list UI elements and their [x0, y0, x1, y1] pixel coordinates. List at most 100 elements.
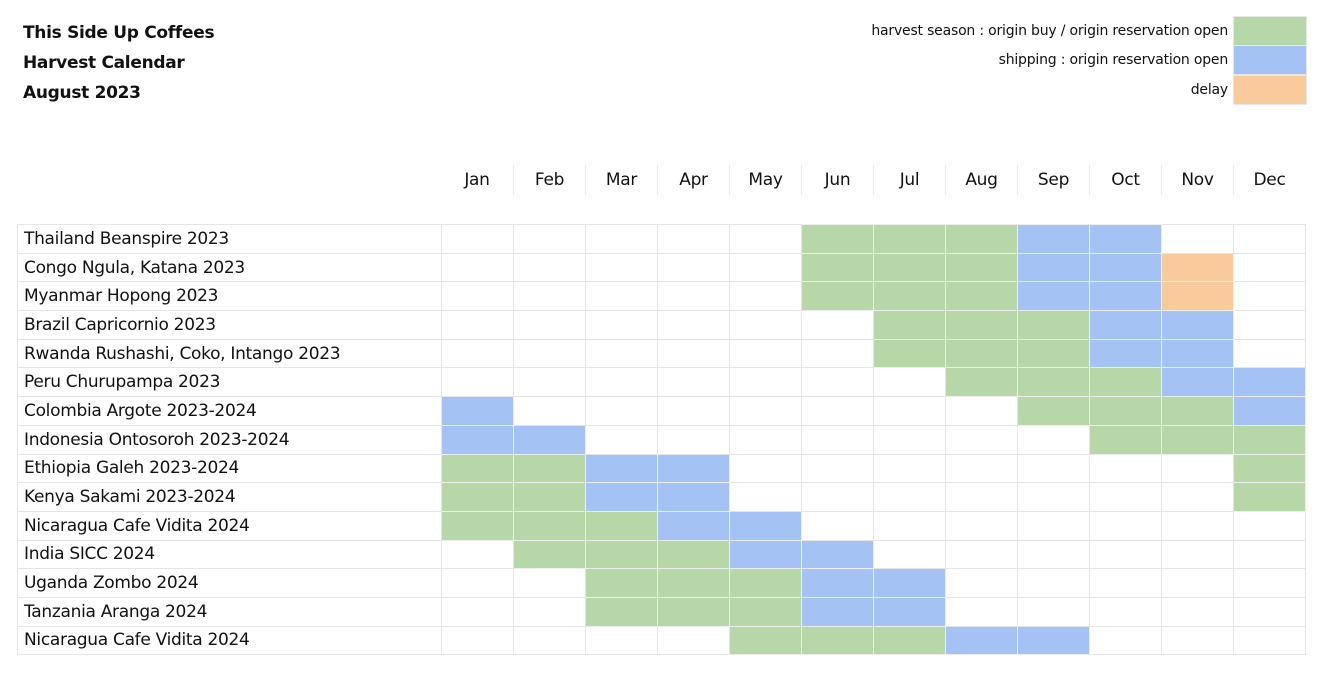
month-cell-jan-empty [441, 568, 514, 598]
month-cell-sep-empty [1017, 568, 1090, 598]
table-row: Myanmar Hopong 2023 [17, 281, 1306, 312]
month-cell-jun-harvest [801, 281, 874, 312]
month-cell-sep-shipping [1017, 252, 1090, 283]
month-cell-jun-shipping [801, 596, 874, 627]
legend-item-shipping: shipping : origin reservation open [871, 45, 1307, 76]
month-cell-apr-empty [657, 625, 730, 656]
month-cell-feb-harvest [513, 453, 586, 484]
month-label-mar: Mar [585, 165, 657, 195]
month-cell-dec-empty [1233, 224, 1306, 254]
month-cell-jan-empty [441, 252, 514, 283]
month-cell-sep-empty [1017, 453, 1090, 484]
month-cell-jul-empty [873, 482, 946, 512]
month-cell-aug-empty [945, 396, 1018, 426]
month-cell-nov-delay [1161, 252, 1234, 283]
month-cell-may-empty [729, 252, 802, 283]
month-cell-jan-shipping [441, 424, 514, 455]
month-cell-apr-empty [657, 281, 730, 312]
month-cell-sep-empty [1017, 510, 1090, 541]
month-label-oct: Oct [1089, 165, 1161, 195]
month-cell-jul-empty [873, 510, 946, 541]
coffee-origin-name: Indonesia Ontosoroh 2023-2024 [17, 424, 442, 455]
month-cell-nov-empty [1161, 596, 1234, 627]
month-cell-oct-shipping [1089, 224, 1162, 254]
month-cell-mar-empty [585, 252, 658, 283]
month-cell-may-empty [729, 396, 802, 426]
month-cell-dec-empty [1233, 539, 1306, 570]
table-row: Indonesia Ontosoroh 2023-2024 [17, 424, 1306, 455]
month-cell-jul-shipping [873, 568, 946, 598]
month-cell-may-shipping [729, 510, 802, 541]
month-cell-jun-empty [801, 482, 874, 512]
month-cell-jan-empty [441, 596, 514, 627]
month-cell-mar-harvest [585, 539, 658, 570]
month-cell-feb-empty [513, 310, 586, 340]
month-cell-jun-empty [801, 310, 874, 340]
month-cell-jun-harvest [801, 252, 874, 283]
month-cell-dec-shipping [1233, 367, 1306, 398]
month-cell-apr-empty [657, 310, 730, 340]
month-cell-aug-shipping [945, 625, 1018, 656]
month-cell-feb-empty [513, 281, 586, 312]
month-label-dec: Dec [1233, 165, 1305, 195]
month-cell-feb-empty [513, 252, 586, 283]
month-cell-oct-empty [1089, 482, 1162, 512]
month-cell-dec-empty [1233, 310, 1306, 340]
month-cell-jan-empty [441, 310, 514, 340]
month-cell-aug-empty [945, 453, 1018, 484]
month-cell-may-empty [729, 338, 802, 369]
month-cell-jun-empty [801, 453, 874, 484]
month-cell-oct-shipping [1089, 338, 1162, 369]
month-cell-mar-empty [585, 338, 658, 369]
month-cell-jun-harvest [801, 224, 874, 254]
coffee-origin-name: Ethiopia Galeh 2023-2024 [17, 453, 442, 484]
coffee-origin-name: Peru Churupampa 2023 [17, 367, 442, 398]
month-cell-feb-harvest [513, 482, 586, 512]
month-cell-mar-empty [585, 281, 658, 312]
month-cell-feb-empty [513, 396, 586, 426]
table-row: Uganda Zombo 2024 [17, 568, 1306, 598]
table-row: India SICC 2024 [17, 539, 1306, 570]
month-cell-feb-empty [513, 338, 586, 369]
month-cell-nov-empty [1161, 482, 1234, 512]
month-cell-may-empty [729, 310, 802, 340]
table-row: Peru Churupampa 2023 [17, 367, 1306, 398]
month-cell-sep-shipping [1017, 224, 1090, 254]
month-cell-mar-empty [585, 224, 658, 254]
month-cell-jan-empty [441, 367, 514, 398]
table-row: Ethiopia Galeh 2023-2024 [17, 453, 1306, 484]
month-cell-mar-shipping [585, 482, 658, 512]
month-cell-dec-harvest [1233, 424, 1306, 455]
month-cell-jul-harvest [873, 625, 946, 656]
company-name: This Side Up Coffees [23, 23, 215, 43]
month-cell-apr-shipping [657, 482, 730, 512]
month-cell-aug-harvest [945, 338, 1018, 369]
table-row: Congo Ngula, Katana 2023 [17, 252, 1306, 283]
month-cell-may-empty [729, 424, 802, 455]
month-cell-may-harvest [729, 625, 802, 656]
month-cell-oct-empty [1089, 510, 1162, 541]
month-cell-jan-harvest [441, 482, 514, 512]
month-cell-apr-empty [657, 338, 730, 369]
table-row: Colombia Argote 2023-2024 [17, 396, 1306, 426]
month-cell-feb-empty [513, 568, 586, 598]
month-cell-jul-harvest [873, 281, 946, 312]
month-cell-may-empty [729, 224, 802, 254]
coffee-origin-name: Tanzania Aranga 2024 [17, 596, 442, 627]
month-cell-sep-harvest [1017, 338, 1090, 369]
month-cell-feb-empty [513, 224, 586, 254]
month-cell-feb-empty [513, 596, 586, 627]
coffee-origin-name: Colombia Argote 2023-2024 [17, 396, 442, 426]
month-label-aug: Aug [945, 165, 1017, 195]
month-label-nov: Nov [1161, 165, 1233, 195]
table-row: Tanzania Aranga 2024 [17, 596, 1306, 627]
month-cell-feb-empty [513, 367, 586, 398]
month-cell-may-shipping [729, 539, 802, 570]
month-cell-aug-empty [945, 539, 1018, 570]
coffee-origin-name: India SICC 2024 [17, 539, 442, 570]
month-cell-jun-empty [801, 396, 874, 426]
month-cell-mar-empty [585, 367, 658, 398]
month-cell-jun-shipping [801, 539, 874, 570]
month-cell-jul-empty [873, 424, 946, 455]
month-cell-oct-shipping [1089, 252, 1162, 283]
